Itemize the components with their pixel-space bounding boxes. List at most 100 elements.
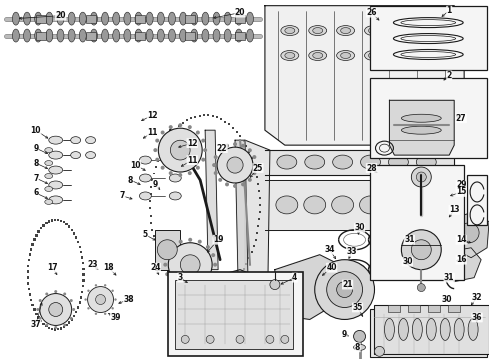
- Bar: [159, 254, 161, 256]
- Bar: [63, 221, 65, 224]
- Bar: [259, 211, 261, 213]
- Text: 28: 28: [366, 163, 377, 172]
- Text: 40: 40: [326, 263, 337, 272]
- Bar: [190, 117, 192, 119]
- Ellipse shape: [140, 174, 151, 182]
- Bar: [251, 251, 253, 253]
- Circle shape: [111, 289, 114, 292]
- Bar: [37, 316, 40, 319]
- Circle shape: [180, 255, 200, 275]
- Bar: [236, 131, 238, 133]
- Bar: [40, 227, 42, 229]
- Bar: [259, 204, 261, 206]
- Bar: [54, 219, 56, 221]
- Ellipse shape: [113, 29, 120, 42]
- Ellipse shape: [101, 12, 109, 25]
- Bar: [33, 309, 35, 311]
- Bar: [31, 304, 34, 306]
- Ellipse shape: [360, 196, 382, 214]
- Text: 36: 36: [472, 313, 482, 322]
- Bar: [255, 239, 257, 240]
- Bar: [174, 129, 176, 131]
- Circle shape: [158, 128, 202, 172]
- Circle shape: [417, 284, 425, 292]
- Ellipse shape: [388, 196, 409, 214]
- Ellipse shape: [246, 29, 253, 42]
- Ellipse shape: [45, 161, 53, 166]
- Ellipse shape: [46, 29, 53, 42]
- Bar: [467, 175, 487, 225]
- Bar: [256, 176, 258, 178]
- Bar: [228, 284, 230, 286]
- Ellipse shape: [281, 50, 299, 60]
- Text: 30: 30: [402, 257, 413, 266]
- Circle shape: [201, 139, 205, 143]
- Bar: [408, 305, 420, 312]
- Bar: [168, 272, 303, 356]
- Polygon shape: [390, 100, 454, 155]
- Bar: [258, 218, 260, 220]
- Bar: [248, 150, 250, 153]
- Polygon shape: [451, 212, 489, 258]
- Bar: [80, 251, 82, 253]
- Bar: [149, 207, 151, 210]
- Bar: [374, 305, 489, 354]
- Ellipse shape: [398, 319, 408, 340]
- Ellipse shape: [180, 29, 187, 42]
- Bar: [81, 256, 83, 259]
- Ellipse shape: [413, 319, 422, 340]
- Ellipse shape: [454, 319, 464, 340]
- Ellipse shape: [49, 181, 63, 189]
- Bar: [82, 273, 85, 276]
- Bar: [216, 116, 218, 118]
- Ellipse shape: [420, 26, 438, 36]
- Text: 20: 20: [55, 11, 66, 20]
- Bar: [159, 154, 161, 156]
- Bar: [203, 293, 205, 296]
- Bar: [40, 320, 42, 322]
- Ellipse shape: [57, 12, 64, 25]
- Text: 37: 37: [30, 320, 41, 329]
- Circle shape: [104, 312, 106, 315]
- Bar: [232, 281, 234, 283]
- Text: 35: 35: [352, 303, 363, 312]
- Bar: [212, 115, 214, 117]
- Bar: [243, 268, 245, 270]
- Circle shape: [39, 299, 42, 302]
- Text: 27: 27: [456, 114, 466, 123]
- Circle shape: [412, 167, 431, 187]
- Text: 10: 10: [130, 161, 141, 170]
- Bar: [155, 230, 180, 270]
- Circle shape: [188, 125, 192, 129]
- Bar: [71, 229, 73, 231]
- Bar: [161, 148, 163, 150]
- Circle shape: [412, 240, 431, 260]
- Circle shape: [236, 336, 244, 343]
- Text: 7: 7: [33, 174, 39, 183]
- Circle shape: [217, 147, 253, 183]
- Bar: [253, 163, 255, 165]
- Text: 12: 12: [187, 139, 197, 148]
- Circle shape: [181, 336, 189, 343]
- Polygon shape: [275, 255, 340, 319]
- Ellipse shape: [392, 26, 410, 36]
- Circle shape: [155, 139, 159, 143]
- Bar: [178, 283, 180, 285]
- Ellipse shape: [68, 29, 75, 42]
- Ellipse shape: [202, 12, 209, 25]
- Polygon shape: [265, 180, 454, 230]
- Bar: [389, 305, 400, 312]
- Polygon shape: [265, 6, 464, 145]
- Ellipse shape: [169, 12, 175, 25]
- Bar: [258, 190, 260, 192]
- Circle shape: [241, 183, 245, 186]
- Bar: [216, 292, 218, 293]
- Polygon shape: [205, 130, 218, 270]
- Bar: [42, 323, 45, 325]
- Bar: [156, 248, 159, 250]
- Bar: [82, 285, 84, 287]
- Text: 14: 14: [456, 235, 466, 244]
- Bar: [174, 279, 176, 281]
- Text: 24: 24: [150, 263, 161, 272]
- Circle shape: [248, 148, 252, 152]
